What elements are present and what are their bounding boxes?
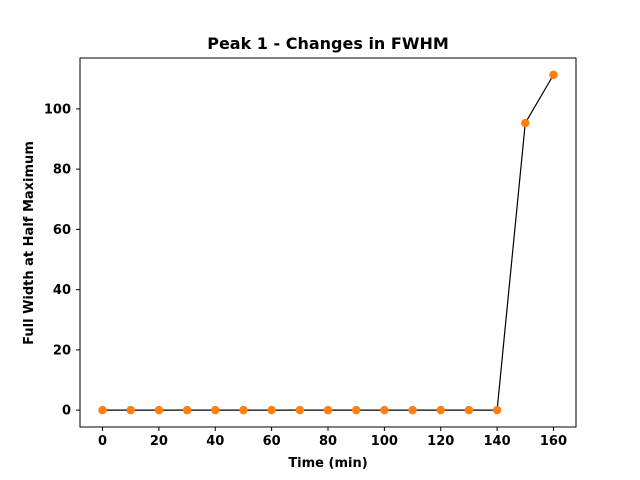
chart-title: Peak 1 - Changes in FWHM [207, 34, 449, 53]
x-tick-label: 80 [319, 434, 337, 449]
data-point [211, 405, 220, 415]
y-tick-label: 0 [62, 404, 71, 419]
data-point [239, 405, 248, 415]
data-point [98, 405, 107, 415]
data-point [323, 405, 333, 415]
data-point [267, 405, 276, 415]
data-point [521, 118, 530, 128]
x-tick-label: 120 [427, 434, 454, 449]
plot-frame [79, 57, 577, 428]
data-point [182, 405, 192, 415]
x-tick-label: 40 [206, 434, 224, 449]
x-tick-label: 160 [540, 434, 567, 449]
x-tick-label: 60 [263, 434, 281, 449]
y-tick-label: 100 [44, 102, 71, 117]
data-point [154, 405, 164, 415]
x-tick-label: 140 [484, 434, 511, 449]
y-tick-label: 80 [53, 163, 71, 178]
data-point [549, 70, 558, 80]
data-point [380, 405, 389, 415]
x-tick-label: 100 [371, 434, 398, 449]
data-point [464, 405, 474, 415]
y-axis-label: Full Width at Half Maximum [22, 141, 37, 345]
y-tick-label: 40 [53, 283, 71, 298]
x-tick-label: 0 [98, 434, 107, 449]
data-point [351, 405, 361, 415]
axis-ticks: 0 20 40 60 80 100 120 140 160 0 20 40 60 80 100 [44, 102, 567, 449]
y-tick-label: 20 [53, 343, 71, 358]
y-tick-label: 60 [53, 223, 71, 238]
x-axis-label: Time (min) [288, 456, 367, 471]
plot-series [98, 70, 558, 415]
data-point [408, 405, 417, 415]
x-tick-label: 20 [150, 434, 168, 449]
data-point [126, 405, 135, 415]
data-point [492, 405, 502, 415]
data-point [436, 405, 445, 415]
data-point [295, 405, 305, 415]
